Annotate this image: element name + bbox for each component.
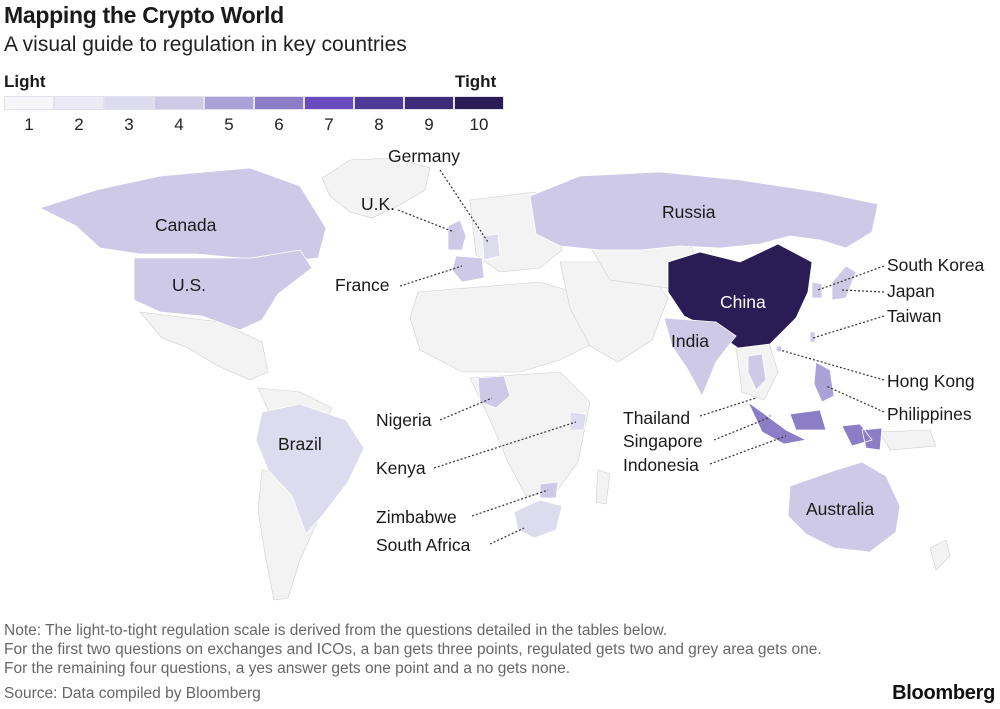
leader-nigeria <box>439 397 493 421</box>
label-hong-kong: Hong Kong <box>887 371 975 391</box>
label-brazil: Brazil <box>278 434 322 454</box>
country-japan <box>831 265 857 301</box>
country-labels: Canada U.S. Brazil Germany U.K. France R… <box>155 146 985 555</box>
country-philippines <box>813 361 835 403</box>
leader-singapore <box>713 417 769 441</box>
leader-thailand <box>699 397 757 417</box>
leader-taiwan <box>812 315 885 339</box>
leader-hong-kong <box>779 349 885 381</box>
label-australia: Australia <box>806 499 874 519</box>
chart-subtitle: A visual guide to regulation in key coun… <box>4 33 407 56</box>
leader-zimbabwe <box>471 489 549 517</box>
label-philippines: Philippines <box>887 404 972 424</box>
label-us: U.S. <box>172 275 206 295</box>
label-taiwan: Taiwan <box>887 306 941 326</box>
country-south-africa <box>513 499 563 539</box>
legend-swatch-1 <box>4 96 54 110</box>
legend-swatch-6 <box>254 96 304 110</box>
legend-swatch-2 <box>54 96 104 110</box>
legend-swatch-10 <box>454 96 504 110</box>
chart-title: Mapping the Crypto World <box>4 2 284 28</box>
label-singapore: Singapore <box>623 431 703 451</box>
country-kenya <box>569 411 587 431</box>
label-japan: Japan <box>887 281 935 301</box>
source-text: Source: Data compiled by Bloomberg <box>4 685 261 702</box>
label-germany: Germany <box>388 146 460 166</box>
greenland-shape <box>321 157 431 219</box>
leader-philippines <box>825 385 885 413</box>
label-canada: Canada <box>155 215 217 235</box>
leader-germany <box>439 169 489 243</box>
legend-tick-1: 1 <box>24 115 34 134</box>
label-uk: U.K. <box>361 194 395 214</box>
country-france <box>451 255 485 283</box>
legend-tick-9: 9 <box>424 115 434 134</box>
mexico-central-america-shape <box>139 311 269 381</box>
country-nigeria <box>477 375 511 409</box>
note-line-2: For the first two questions on exchanges… <box>4 641 822 658</box>
legend-color-scale <box>4 96 504 110</box>
country-thailand <box>747 353 767 391</box>
label-zimbabwe: Zimbabwe <box>376 507 457 527</box>
label-indonesia: Indonesia <box>623 455 699 475</box>
leader-indonesia <box>709 435 787 465</box>
leader-uk <box>397 209 455 233</box>
label-kenya: Kenya <box>376 458 426 478</box>
country-hong-kong <box>775 345 783 353</box>
notes: Note: The light-to-tight regulation scal… <box>4 621 822 678</box>
label-china: China <box>720 292 766 312</box>
leader-japan <box>841 289 885 293</box>
leader-kenya <box>433 421 577 469</box>
legend-swatch-4 <box>154 96 204 110</box>
legend-swatch-9 <box>404 96 454 110</box>
country-taiwan <box>809 331 816 343</box>
legend-tick-6: 6 <box>274 115 284 134</box>
leader-lines <box>397 169 885 545</box>
label-thailand: Thailand <box>623 408 690 428</box>
note-line-3: For the remaining four questions, a yes … <box>4 660 571 677</box>
country-india <box>663 317 737 397</box>
label-france: France <box>335 275 389 295</box>
new-zealand-shape <box>929 539 951 571</box>
note-line-1: Note: The light-to-tight regulation scal… <box>4 622 668 639</box>
country-australia <box>787 461 901 553</box>
legend-low-label: Light <box>4 72 46 91</box>
legend-tick-5: 5 <box>224 115 234 134</box>
bloomberg-logo: Bloomberg <box>892 682 995 704</box>
country-uk <box>447 219 467 251</box>
label-india: India <box>671 331 709 351</box>
legend-tick-10: 10 <box>469 115 489 134</box>
legend-swatch-8 <box>354 96 404 110</box>
legend-tick-3: 3 <box>124 115 134 134</box>
country-us <box>133 249 313 331</box>
legend-swatch-3 <box>104 96 154 110</box>
legend-high-label: Tight <box>455 72 497 91</box>
label-south-africa: South Africa <box>376 535 471 555</box>
legend-swatch-5 <box>204 96 254 110</box>
country-russia <box>529 171 879 251</box>
leader-france <box>399 265 463 287</box>
label-nigeria: Nigeria <box>376 410 432 430</box>
legend-tick-8: 8 <box>374 115 384 134</box>
label-russia: Russia <box>662 202 716 222</box>
papua-shape <box>879 429 937 451</box>
country-south-korea <box>811 281 823 299</box>
legend-tick-labels: 1 2 3 4 5 6 7 8 9 10 <box>4 115 504 135</box>
legend-tick-4: 4 <box>174 115 184 134</box>
legend-tick-2: 2 <box>74 115 84 134</box>
country-brazil <box>255 403 365 535</box>
legend-tick-7: 7 <box>324 115 334 134</box>
country-zimbabwe <box>539 481 559 499</box>
madagascar-shape <box>595 469 611 505</box>
label-south-korea: South Korea <box>887 255 985 275</box>
legend-swatch-7 <box>304 96 354 110</box>
rated-countries <box>38 167 901 553</box>
